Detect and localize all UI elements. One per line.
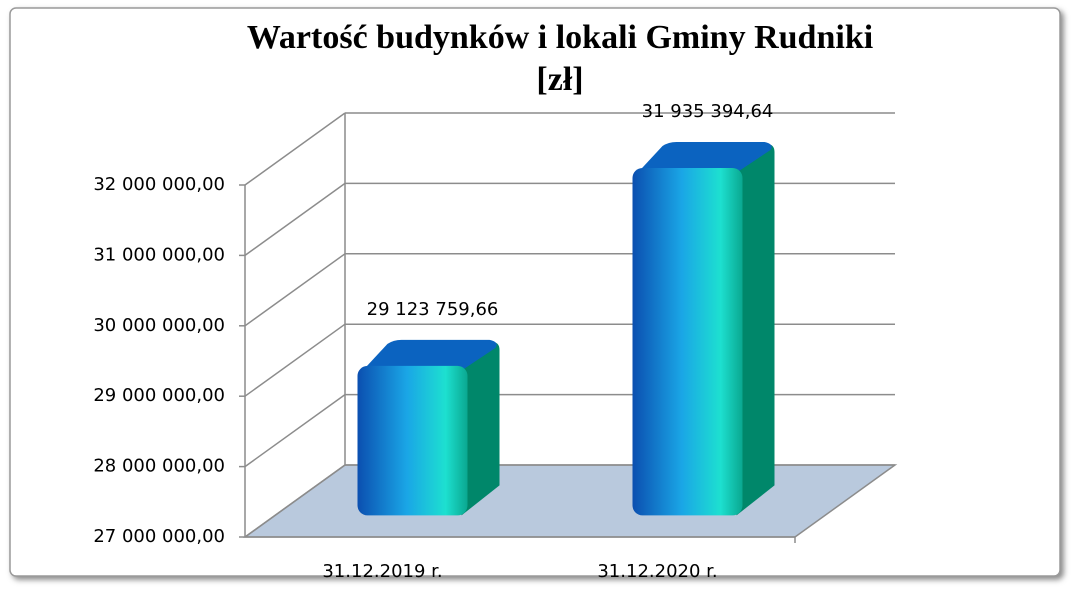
bar	[357, 365, 468, 516]
y-tick-label: 30 000 000,00	[93, 315, 225, 336]
bar-top	[361, 339, 497, 372]
bar-top	[636, 141, 772, 174]
bar-side	[736, 143, 775, 516]
floor	[242, 464, 898, 538]
grid-line	[244, 253, 346, 327]
y-tick-label: 31 000 000,00	[93, 244, 225, 265]
bar-side	[461, 341, 500, 516]
y-tick-label: 32 000 000,00	[93, 174, 225, 195]
grid-line	[244, 393, 346, 468]
x-tick-label: 31.12.2020 r.	[597, 561, 717, 582]
plot-area: 27 000 000,00 28 000 000,00 29 000 000,00 3…	[93, 101, 898, 582]
grid-line	[244, 464, 346, 538]
chart-title: [zł]	[536, 61, 583, 98]
data-label: 29 123 759,66	[367, 299, 499, 320]
grid-line	[244, 112, 346, 186]
y-tick-label: 27 000 000,00	[93, 526, 225, 547]
data-label: 31 935 394,64	[642, 101, 774, 122]
chart-frame	[9, 7, 1061, 577]
grid-line	[244, 182, 346, 257]
y-tick-label: 29 000 000,00	[93, 385, 225, 406]
chart-title: Wartość budynków i lokali Gminy Rudniki	[247, 19, 873, 56]
grid-line	[244, 323, 346, 397]
x-tick-label: 31.12.2019 r.	[322, 561, 442, 582]
bar	[632, 167, 743, 516]
y-tick-label: 28 000 000,00	[93, 456, 225, 477]
